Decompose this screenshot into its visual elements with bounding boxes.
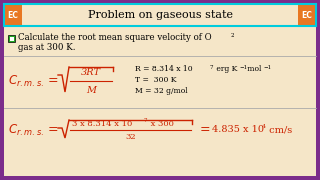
- FancyBboxPatch shape: [298, 4, 316, 26]
- Text: 4: 4: [262, 124, 266, 129]
- Text: EC: EC: [301, 10, 312, 19]
- Text: M: M: [86, 86, 96, 94]
- Text: =: =: [200, 123, 211, 136]
- Text: M = 32 g/mol: M = 32 g/mol: [135, 87, 188, 95]
- Text: 7: 7: [210, 64, 213, 69]
- Text: 7: 7: [144, 118, 148, 123]
- Text: Calculate the root mean square velocity of O: Calculate the root mean square velocity …: [18, 33, 212, 42]
- Text: −1: −1: [239, 64, 247, 69]
- Text: 2: 2: [231, 33, 235, 37]
- Text: cm/s: cm/s: [266, 125, 292, 134]
- Text: $\mathit{C}_{r.m.s.}$: $\mathit{C}_{r.m.s.}$: [8, 73, 44, 89]
- Text: =: =: [48, 123, 59, 136]
- FancyBboxPatch shape: [4, 4, 22, 26]
- FancyBboxPatch shape: [10, 37, 13, 40]
- Text: −1: −1: [263, 64, 271, 69]
- Text: x 300: x 300: [148, 120, 174, 128]
- Text: mol: mol: [245, 65, 261, 73]
- Text: 32: 32: [125, 133, 136, 141]
- Text: R = 8.314 x 10: R = 8.314 x 10: [135, 65, 193, 73]
- Text: =: =: [48, 75, 59, 87]
- FancyBboxPatch shape: [4, 26, 316, 176]
- Text: Problem on gaseous state: Problem on gaseous state: [87, 10, 233, 20]
- Text: $\mathit{C}_{r.m.s.}$: $\mathit{C}_{r.m.s.}$: [8, 122, 44, 138]
- FancyBboxPatch shape: [4, 4, 316, 26]
- Text: gas at 300 K.: gas at 300 K.: [18, 42, 76, 51]
- FancyBboxPatch shape: [8, 35, 15, 42]
- Text: EC: EC: [8, 10, 19, 19]
- Text: erg K: erg K: [214, 65, 237, 73]
- Text: 4.835 x 10: 4.835 x 10: [212, 125, 264, 134]
- Text: 3 x 8.314 x 10: 3 x 8.314 x 10: [72, 120, 132, 128]
- Text: T =  300 K: T = 300 K: [135, 76, 177, 84]
- Text: 3RT: 3RT: [81, 68, 101, 76]
